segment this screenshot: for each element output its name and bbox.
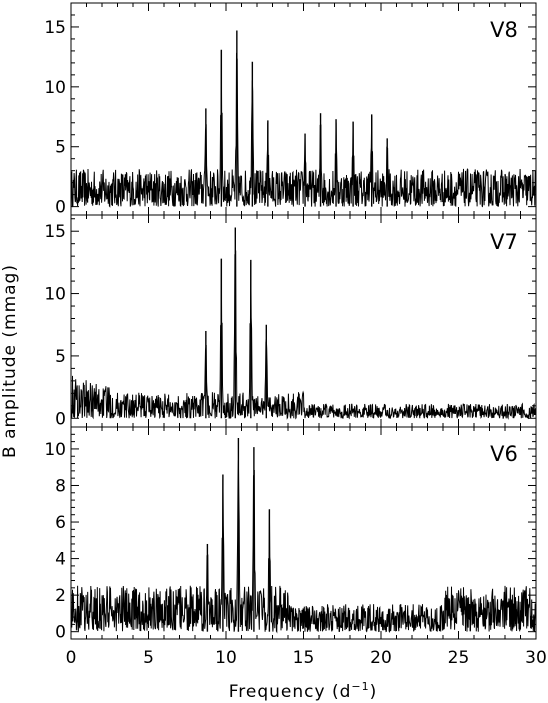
x-tick-label: 5: [143, 648, 154, 668]
panel-label: V8: [490, 18, 518, 42]
x-tick-label: 20: [370, 648, 392, 668]
y-tick-label: 0: [55, 409, 66, 429]
y-tick-label: 0: [55, 623, 66, 643]
y-tick-label: 6: [55, 513, 66, 533]
panel-v8: 0 5 10 15 V8: [44, 2, 537, 218]
x-axis-label-main: Frequency (d: [229, 682, 352, 702]
spectrum-line-v7: [70, 250, 537, 420]
y-tick-label: 0: [55, 198, 66, 218]
x-tick-label: 0: [66, 648, 77, 668]
spectrum-line-v8: [70, 50, 537, 208]
y-tick-label: 10: [44, 78, 66, 98]
y-tick-label: 5: [55, 347, 66, 367]
y-tick-label: 10: [44, 440, 66, 460]
spectrum-line-v6: [70, 460, 537, 634]
y-tick-label: 15: [44, 222, 66, 242]
panel-v6: 0 2 4 6 8 10 V6 0 5 10 15 20 25 30: [44, 426, 547, 668]
y-tick-label: 4: [55, 550, 66, 570]
y-tick-label: 8: [55, 476, 66, 496]
x-tick-label: 25: [448, 648, 470, 668]
x-tick-label: 10: [215, 648, 237, 668]
panels: 0 5 10 15 V8 0 5 10 15 V7 0 2 4 6 8 10 V6 0 5 10 15 20 25 30: [44, 2, 547, 668]
y-tick-label: 5: [55, 138, 66, 158]
panel-label: V7: [490, 230, 518, 254]
panel-v7: 0 5 10 15 V7: [44, 214, 537, 429]
x-tick-label: 30: [525, 648, 547, 668]
panel-label: V6: [490, 442, 518, 466]
x-tick-label: 15: [293, 648, 315, 668]
y-axis-label: B amplitude (mmag): [0, 264, 20, 458]
x-axis-label: Frequency (d−1): [229, 680, 378, 702]
y-tick-label: 10: [44, 285, 66, 305]
y-tick-label: 15: [44, 18, 66, 38]
y-tick-label: 2: [55, 586, 66, 606]
x-axis-label-tail: ): [370, 682, 378, 702]
x-axis-label-exponent: −1: [351, 680, 369, 693]
